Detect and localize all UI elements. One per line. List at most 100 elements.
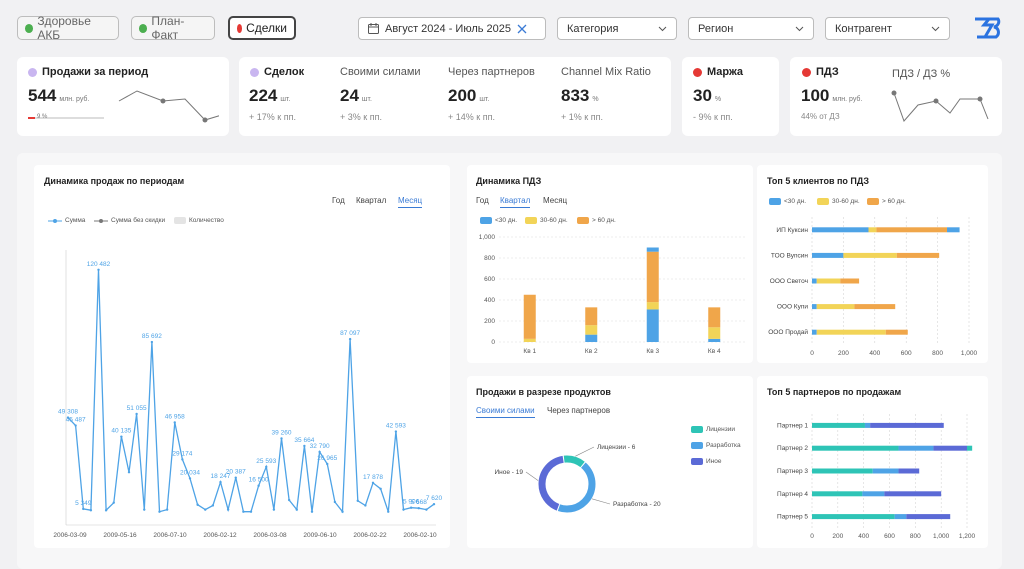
legend-item[interactable]: Разработка [691,442,741,449]
data-point [280,437,283,440]
data-label: 49 308 [58,409,78,416]
x-tick-label: 2006-07-10 [153,532,187,539]
tab-month[interactable]: Месяц [543,196,568,205]
slice-label: Разработка - 20 [613,500,661,508]
tab-quarter[interactable]: Квартал [356,196,387,205]
data-label: 46 958 [165,413,185,420]
bar-segment [708,327,721,339]
tab-own[interactable]: Своими силами [476,406,535,418]
legend-item[interactable]: > 60 дн. [867,198,906,205]
y-tick-label: 0 [491,339,495,346]
legend-label: > 60 дн. [882,198,906,205]
legend-item[interactable]: Сумма без скидки [94,217,165,224]
legend-item[interactable]: Лицензии [691,426,735,433]
data-label: 25 593 [256,458,276,465]
tab-year[interactable]: Год [476,196,489,205]
legend-label: Сумма без скидки [111,217,166,224]
tab-deals[interactable]: Сделки [228,16,296,40]
data-label: 40 135 [111,428,131,435]
data-point [234,476,237,479]
tab-plan-fact[interactable]: План-Факт [131,14,215,42]
y-tick-label: Партнер 3 [777,468,808,475]
bar-segment [523,294,536,339]
data-point [242,510,245,513]
bar-segment [872,468,899,474]
bar-segment [884,491,942,497]
legend-item[interactable]: Иное [691,458,722,465]
bar-segment [816,278,841,284]
data-point [211,504,215,507]
status-dot-icon [25,23,34,33]
leader-line [525,471,539,481]
x-tick-label: 200 [838,350,849,357]
x-tick-label: 1,000 [961,350,978,357]
bar-segment [585,307,598,326]
legend-item[interactable]: > 60 дн. [577,217,616,224]
data-label: 29 174 [172,450,192,457]
data-point [143,508,146,511]
legend-swatch [577,217,589,224]
kpi-sub: 44% от ДЗ [801,112,840,121]
legend-swatch [817,198,829,205]
kpi-unit: % [592,96,599,103]
tab-akb-health[interactable]: Здоровье АКБ [17,14,119,42]
legend-swatch [174,217,186,224]
kpi-margin-card: Маржа 30% - 9% к пп. [682,57,779,136]
bar-segment [646,309,659,342]
x-tick-label: 800 [932,350,943,357]
legend-label: > 60 дн. [592,217,616,224]
status-dot-icon [693,67,702,77]
data-point [379,487,382,491]
bar-segment [876,227,948,233]
legend-item[interactable]: 30-60 дн. [817,198,860,205]
bar-segment [816,304,855,310]
tab-year[interactable]: Год [332,196,345,205]
data-point [82,507,85,511]
tab-month[interactable]: Месяц [398,196,423,208]
data-point [127,471,131,474]
legend-item[interactable]: Сумма [48,217,85,224]
legend-item[interactable]: <30 дн. [480,217,517,224]
counterparty-select[interactable]: Контрагент [825,17,950,40]
category-select[interactable]: Категория [557,17,677,40]
clear-icon[interactable] [517,24,527,34]
tab-partners[interactable]: Через партнеров [547,406,611,415]
legend-item[interactable]: Количество [174,217,224,224]
bar-segment [933,445,967,451]
donut-slice [538,455,596,513]
data-point [356,499,359,503]
app-logo-icon[interactable] [972,16,1002,40]
x-tick-label: 2006-03-08 [253,532,287,539]
legend-item[interactable]: 30-60 дн. [525,217,568,224]
data-label: 51 055 [127,405,147,412]
data-point [272,508,276,511]
chevron-down-icon [931,26,940,31]
x-tick-label: 200 [832,533,843,540]
y-tick-label: ИП Куксин [776,227,808,234]
kpi-title-text: Сделок [264,66,305,78]
panel-title: Топ 5 партнеров по продажам [767,387,902,397]
kpi-value-row: 30% [693,86,721,106]
kpi-delta: - 9% к пп. [693,112,733,122]
chevron-down-icon [658,26,667,31]
kpi-value-row: 544 млн. руб. [28,86,89,106]
data-label: 7 620 [426,495,443,502]
kpi-value: 100 [801,86,830,105]
x-tick-label: 600 [901,350,912,357]
tab-quarter[interactable]: Квартал [500,196,531,208]
kpi-title: Через партнеров [448,66,535,78]
kpi-value: 833 [561,86,590,105]
legend-label: Количество [189,217,224,224]
data-label: 120 482 [87,261,111,268]
kpi-title-text: Продажи за период [42,66,149,78]
legend-label: Разработка [706,442,741,449]
legend-label: 30-60 дн. [832,198,860,205]
kpi-delta: + 14% к пп. [448,112,495,122]
bar-segment [894,514,907,520]
legend-item[interactable]: <30 дн. [769,198,806,205]
x-tick-label: 1,000 [933,533,950,540]
kpi-title: Своими силами [340,66,421,78]
date-range-picker[interactable]: Август 2024 - Июль 2025 [358,17,546,40]
region-select[interactable]: Регион [688,17,814,40]
